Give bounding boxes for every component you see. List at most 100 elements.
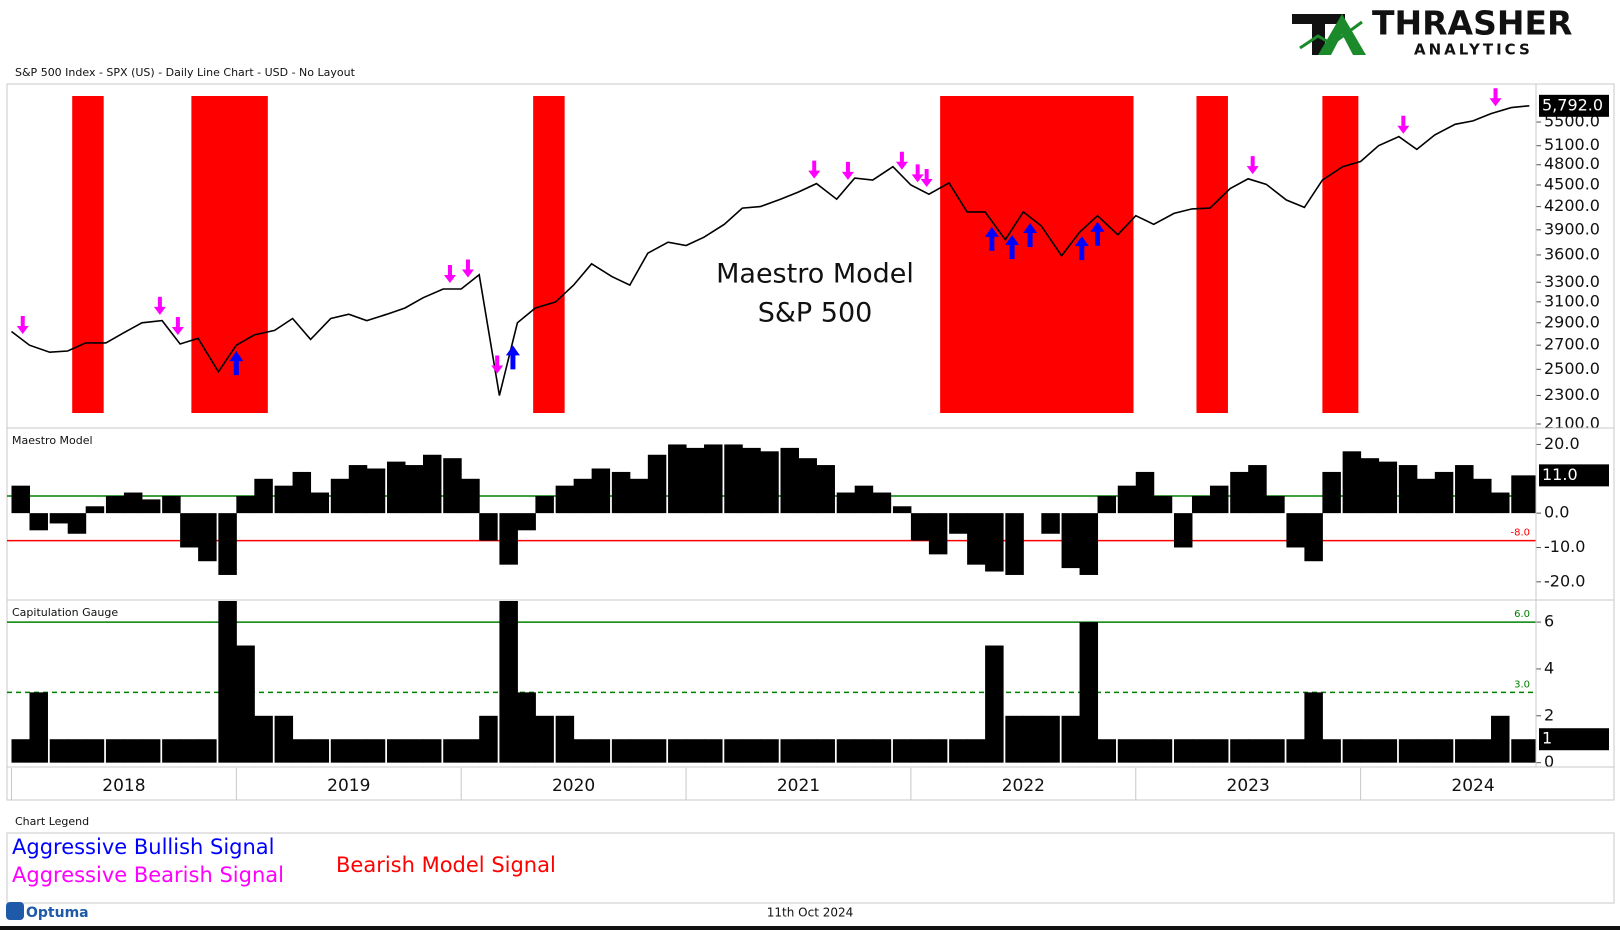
bar bbox=[141, 739, 161, 763]
x-tick-label: 2018 bbox=[102, 776, 145, 796]
bar bbox=[162, 739, 181, 763]
signal-arrow bbox=[171, 317, 184, 336]
y-tick-label: 2900.0 bbox=[1544, 312, 1600, 331]
logo-tagline: ANALYTICS bbox=[1414, 41, 1533, 59]
signal-arrow bbox=[153, 296, 166, 315]
bar bbox=[1097, 739, 1117, 763]
bar bbox=[236, 495, 255, 514]
bar bbox=[928, 513, 948, 555]
bar bbox=[798, 458, 817, 514]
last-value-label: 1 bbox=[1542, 729, 1552, 748]
bar bbox=[49, 513, 69, 524]
bar bbox=[274, 715, 294, 763]
bar bbox=[1135, 739, 1155, 763]
bar bbox=[198, 513, 217, 562]
bar bbox=[1286, 739, 1305, 763]
bar bbox=[1529, 475, 1536, 514]
bar bbox=[1117, 739, 1137, 763]
bar bbox=[1286, 513, 1305, 548]
bar bbox=[760, 739, 779, 763]
y-tick-label: 4800.0 bbox=[1544, 154, 1600, 173]
bar bbox=[1360, 739, 1380, 763]
bar bbox=[910, 739, 930, 763]
bar bbox=[949, 739, 968, 763]
bar bbox=[573, 739, 593, 763]
bar bbox=[1023, 715, 1042, 763]
bar bbox=[1191, 495, 1211, 514]
bar bbox=[517, 692, 536, 763]
signal-arrow bbox=[443, 264, 456, 283]
bar bbox=[254, 715, 273, 763]
signal-arrow bbox=[920, 169, 933, 188]
bar bbox=[141, 499, 161, 514]
x-tick-label: 2022 bbox=[1002, 776, 1045, 796]
bar bbox=[105, 739, 125, 763]
bar bbox=[704, 444, 723, 514]
bar bbox=[310, 492, 330, 514]
reference-label: 3.0 bbox=[1514, 679, 1530, 690]
bar bbox=[985, 645, 1004, 763]
bar bbox=[724, 739, 743, 763]
bar bbox=[892, 739, 912, 763]
bar bbox=[11, 485, 30, 514]
y-tick-label: 6 bbox=[1544, 612, 1554, 631]
bar bbox=[348, 465, 368, 514]
bar bbox=[1061, 513, 1081, 569]
annotation: S&P 500 bbox=[758, 298, 873, 329]
bar bbox=[836, 739, 856, 763]
y-tick-label: 3600.0 bbox=[1544, 244, 1600, 263]
bar bbox=[404, 465, 424, 514]
bar bbox=[1455, 465, 1474, 514]
bar bbox=[854, 485, 874, 514]
y-tick-label: 0.0 bbox=[1544, 503, 1569, 522]
y-tick-label: 4 bbox=[1544, 658, 1554, 677]
bar bbox=[1173, 739, 1193, 763]
bar bbox=[1398, 465, 1418, 514]
last-value-box bbox=[1539, 464, 1609, 487]
bar bbox=[1455, 739, 1474, 763]
bar bbox=[1360, 458, 1380, 514]
signal-arrow bbox=[461, 259, 474, 278]
bar bbox=[780, 447, 799, 514]
bar bbox=[123, 739, 143, 763]
bar bbox=[573, 478, 593, 514]
bar bbox=[218, 601, 237, 763]
bar bbox=[422, 739, 442, 763]
bar bbox=[668, 739, 687, 763]
bar bbox=[1434, 739, 1454, 763]
bar bbox=[1304, 692, 1323, 763]
legend-entry: Aggressive Bullish Signal bbox=[12, 835, 275, 859]
bar bbox=[1135, 471, 1155, 514]
bar bbox=[105, 495, 125, 514]
bottom-bar bbox=[0, 926, 1620, 930]
bar bbox=[724, 444, 743, 514]
bar bbox=[1416, 739, 1436, 763]
bar bbox=[928, 739, 948, 763]
signal-arrow bbox=[1074, 236, 1089, 261]
legend-entry: Aggressive Bearish Signal bbox=[12, 863, 284, 887]
bar bbox=[67, 513, 87, 534]
signal-arrow bbox=[911, 164, 924, 183]
bar bbox=[1191, 739, 1211, 763]
bar bbox=[330, 478, 350, 514]
bar bbox=[1342, 451, 1362, 514]
bar bbox=[535, 495, 554, 514]
bar bbox=[1209, 739, 1229, 763]
bar bbox=[198, 739, 217, 763]
bar bbox=[872, 492, 892, 514]
bar bbox=[1248, 739, 1267, 763]
brand: Optuma bbox=[26, 905, 89, 921]
bar bbox=[1079, 513, 1099, 575]
bar bbox=[387, 461, 406, 514]
bar bbox=[1322, 739, 1341, 763]
bar bbox=[1079, 622, 1099, 763]
bar bbox=[11, 739, 30, 763]
bar bbox=[1473, 739, 1492, 763]
chart-frame bbox=[6, 83, 1615, 801]
bearish-band bbox=[1196, 96, 1228, 413]
bar bbox=[686, 447, 705, 514]
bar bbox=[591, 739, 611, 763]
bar bbox=[180, 513, 199, 548]
bar bbox=[123, 492, 143, 514]
